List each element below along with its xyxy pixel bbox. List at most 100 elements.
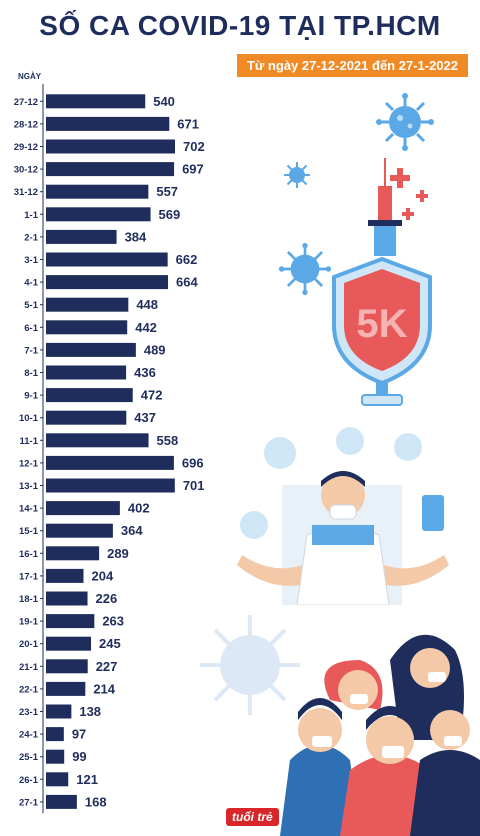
category-label: 29-12 [14,142,38,153]
bar [46,139,175,154]
bar [46,794,77,809]
value-label: 384 [125,229,147,244]
category-label: 24-1 [19,730,39,741]
category-label: 27-1 [19,797,39,808]
category-label: 18-1 [19,594,39,605]
category-label: 31-12 [14,187,38,198]
page-title: SỐ CA COVID-19 TẠI TP.HCM [39,10,441,41]
bar [46,501,120,516]
category-label: 8-1 [24,368,38,379]
bar [46,636,92,651]
value-label: 701 [183,478,205,493]
bar [46,320,128,335]
value-label: 442 [135,320,157,335]
value-label: 489 [144,342,166,357]
category-label: 2-1 [24,232,38,243]
virus-icon [200,615,300,715]
value-label: 402 [128,501,150,516]
category-label: 30-12 [14,165,38,176]
bar [46,681,86,696]
bar [46,207,151,222]
category-label: 5-1 [24,300,38,311]
value-label: 168 [85,794,107,809]
bar [46,388,133,403]
bar [46,433,149,448]
bar [46,455,174,470]
bar [46,162,175,177]
value-label: 437 [134,410,156,425]
value-label: 671 [177,116,199,131]
value-label: 702 [183,139,205,154]
category-label: 27-12 [14,97,38,108]
category-label: 20-1 [19,639,39,650]
category-label: 21-1 [19,662,39,673]
value-label: 214 [93,681,115,696]
bar [46,614,95,629]
virus-icon [284,162,310,188]
value-label: 558 [157,433,179,448]
virus-icon [278,242,332,296]
category-label: 9-1 [24,391,38,402]
category-label: 1-1 [24,210,38,221]
bar [46,342,136,357]
value-label: 540 [153,94,175,109]
bar [46,546,100,561]
category-label: 13-1 [19,481,39,492]
value-label: 289 [107,546,129,561]
category-label: 28-12 [14,119,38,130]
shield-5k-icon: 5K [332,256,432,406]
value-label: 245 [99,636,121,651]
value-label: 696 [182,455,204,470]
category-label: 6-1 [24,323,38,334]
bar [46,704,72,719]
category-label: 16-1 [19,549,39,560]
bar [46,749,65,764]
virus-icon [376,93,434,151]
category-label: 26-1 [19,775,39,786]
syringe-icon [368,158,402,256]
category-label: 11-1 [20,436,39,447]
bar [46,568,84,583]
bar [46,523,113,538]
bar [46,116,170,131]
bar [46,184,149,199]
bar [46,297,129,312]
people-masks-icon [280,634,480,836]
value-label: 664 [176,275,198,290]
value-label: 121 [76,772,98,787]
bar [46,772,69,787]
bar [46,275,169,290]
category-label: 19-1 [19,617,39,628]
value-label: 263 [102,614,124,629]
value-label: 226 [96,591,118,606]
value-label: 436 [134,365,156,380]
value-label: 138 [79,704,101,719]
category-label: 4-1 [24,278,38,289]
bar [46,410,127,425]
y-axis-label: NGÀY [18,72,42,81]
date-range-badge: Từ ngày 27-12-2021 đến 27-1-2022 [236,54,468,77]
bar [46,252,168,267]
value-label: 697 [182,162,204,177]
value-label: 569 [159,207,181,222]
category-label: 10-1 [19,413,39,424]
svg-text:5K: 5K [356,302,407,346]
category-label: 23-1 [19,707,39,718]
category-label: 25-1 [19,752,39,763]
bar [46,659,88,674]
value-label: 97 [72,727,86,742]
category-label: 17-1 [19,571,39,582]
bar [46,229,117,244]
bar [46,591,88,606]
bar [46,727,64,742]
value-label: 472 [141,388,163,403]
bar [46,478,175,493]
plus-icon [390,168,428,220]
category-label: 15-1 [19,526,39,537]
value-label: 448 [136,297,158,312]
category-label: 7-1 [24,345,38,356]
doctor-icon [237,427,449,605]
publisher-logo: tuổi trẻ [226,808,279,826]
bar [46,94,146,109]
